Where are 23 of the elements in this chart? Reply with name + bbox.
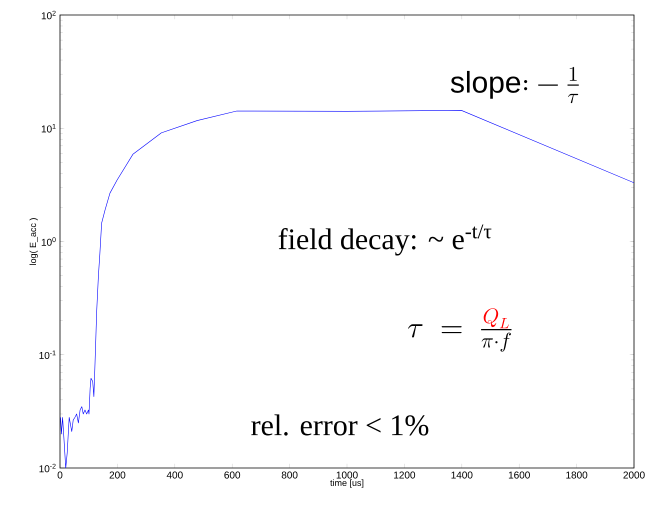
- x-tick-label: 1000: [336, 472, 358, 479]
- y-tick-label: 10$^{2}$: [42, 10, 56, 20]
- x-tick-label: 1600: [508, 472, 530, 479]
- annotation: $\tau\;=\;\frac{\color{red}Q_L}{\pi\cdot f}$: [408, 308, 512, 352]
- annotation: rel. error < 1%: [251, 414, 428, 436]
- y-tick-label: 10$^{-2}$: [39, 464, 56, 472]
- x-tick-label: 2000: [623, 472, 645, 479]
- x-axis-title: time [us]: [330, 479, 364, 488]
- x-tick-label: 800: [282, 472, 298, 479]
- annotation: $\mathrm{slope{:}}-\frac{1}{\tau}$: [450, 66, 579, 104]
- line-series: [60, 110, 634, 468]
- x-tick-label: 1800: [566, 472, 588, 479]
- y-tick-label: 10$^{1}$: [42, 124, 56, 133]
- x-tick-label: 1200: [394, 472, 416, 479]
- y-axis-title: log( E_acc ): [30, 218, 38, 265]
- y-tick-label: 10$^{0}$: [42, 237, 56, 246]
- annotation: field decay: ~ e$^{-t/τ}$: [278, 224, 492, 256]
- x-tick-label: 600: [224, 472, 240, 479]
- x-tick-label: 400: [166, 472, 183, 479]
- y-tick-label: 10$^{-1}$: [39, 350, 56, 360]
- x-tick-label: 200: [110, 472, 126, 479]
- x-tick-label: 1400: [451, 472, 472, 479]
- x-tick-label: 0: [58, 472, 62, 479]
